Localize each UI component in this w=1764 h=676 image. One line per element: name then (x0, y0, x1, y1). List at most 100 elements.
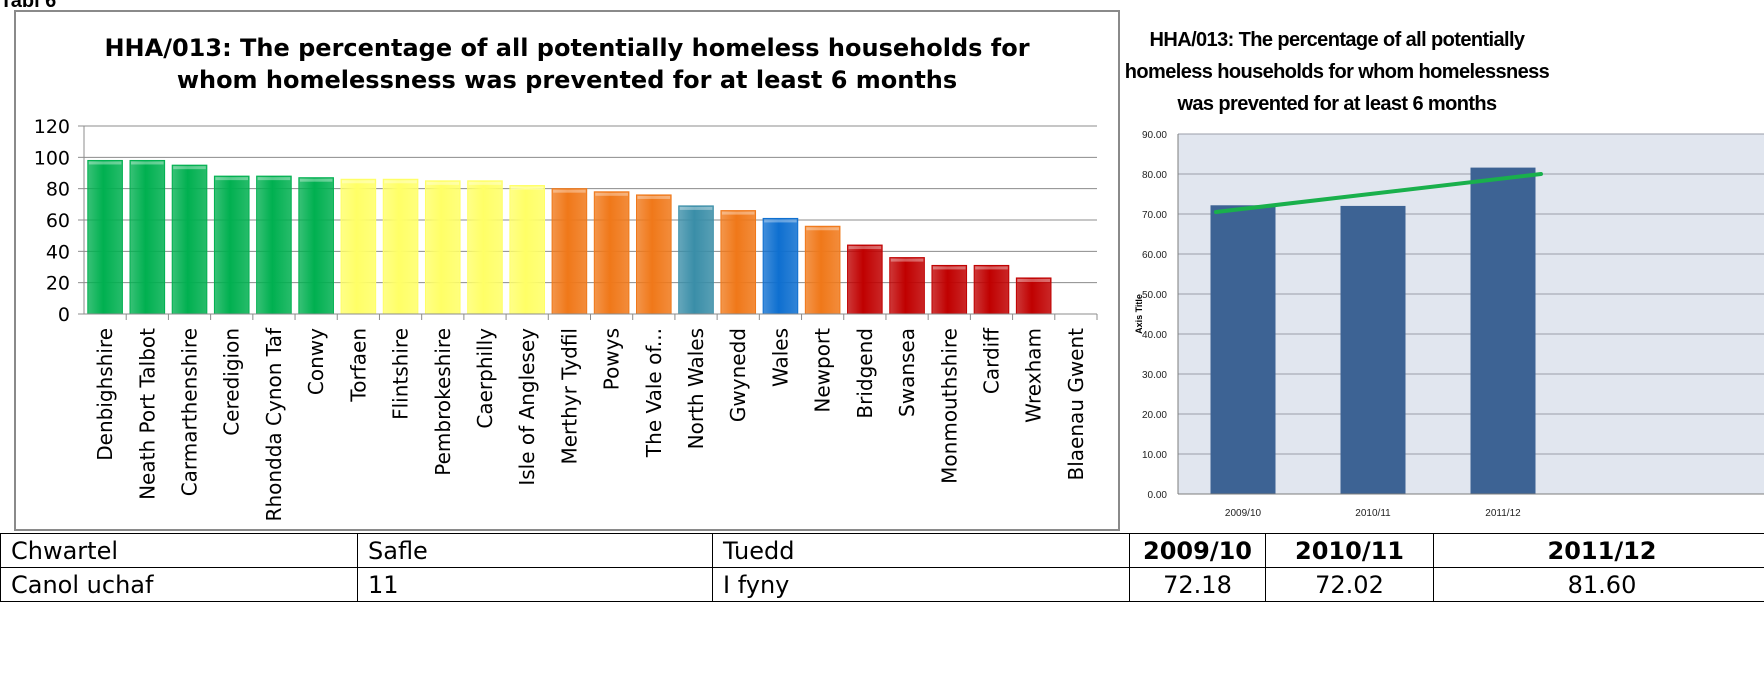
category-label: North Wales (684, 328, 708, 449)
bar-neath-port-talbot (129, 159, 166, 315)
bar-powys (593, 191, 630, 315)
cell-2011-12: 81.60 (1433, 567, 1764, 602)
bar-2011-12 (1470, 167, 1536, 494)
bar-cardiff (973, 264, 1010, 315)
y-tick-label: 0 (58, 304, 70, 326)
cell-trend: I fyny (712, 567, 1130, 602)
y-tick-label: 70.00 (1142, 210, 1167, 221)
x-category-label: 2010/11 (1355, 508, 1391, 519)
bar-highlight (468, 181, 502, 185)
y-tick-label: 100 (34, 147, 70, 169)
bar-swansea (889, 257, 925, 315)
bar-highlight (764, 219, 797, 223)
category-label: Wrexham (1022, 328, 1046, 423)
cell-rank: 11 (357, 567, 713, 602)
y-tick-label: 40 (46, 241, 70, 263)
summary-data-row: Canol uchaf 11 I fyny 72.18 72.02 81.60 (0, 567, 1764, 602)
category-label: Monmouthshire (937, 328, 961, 484)
authority-comparison-chart: HHA/013: The percentage of all potential… (14, 10, 1120, 531)
bar-carmarthenshire (171, 164, 208, 315)
bar-the-vale-of- (636, 194, 672, 315)
bar-flintshire (382, 178, 419, 315)
category-label: Cardiff (979, 327, 1003, 394)
bar-highlight (384, 180, 417, 184)
y-tick-label: 60 (46, 210, 70, 232)
bar-highlight (88, 161, 122, 165)
bar-highlight (173, 166, 206, 170)
y-tick-label: 80 (46, 179, 70, 201)
category-label: Ceredigion (220, 328, 244, 436)
bar-highlight (342, 180, 375, 184)
bar-2010-11 (1340, 205, 1406, 495)
bar-highlight (932, 266, 966, 270)
y-tick-label: 60.00 (1142, 250, 1167, 261)
trend-line (1214, 172, 1543, 214)
category-label: Carmarthenshire (178, 328, 202, 496)
category-label: Blaenau Gwent (1064, 328, 1088, 481)
bar-highlight (975, 266, 1008, 270)
category-label: Swansea (895, 328, 919, 417)
bar-highlight (215, 177, 249, 181)
bar-isle-of-anglesey (509, 185, 545, 315)
category-label: Torfaen (346, 328, 370, 403)
trend-chart-svg: HHA/013: The percentage of all potential… (1125, 29, 1764, 519)
bar-caerphilly (467, 180, 503, 315)
y-tick-label: 80.00 (1142, 170, 1167, 181)
cell-quartile: Canol uchaf (0, 567, 358, 602)
header-safle: Safle (357, 533, 713, 568)
category-label: Neath Port Talbot (135, 328, 159, 500)
bar-wrexham (1015, 277, 1052, 315)
category-label: Bridgend (853, 328, 877, 419)
category-label: Powys (600, 328, 624, 390)
bar-highlight (890, 258, 924, 262)
category-label: Pembrokeshire (431, 328, 455, 476)
y-axis-title: Axis Title (1134, 294, 1144, 334)
bar-north-wales (678, 205, 714, 315)
bar-merthyr-tydfil (551, 188, 588, 315)
y-tick-label: 90.00 (1142, 130, 1167, 141)
y-tick-label: 120 (34, 116, 70, 138)
chart-title-line-3: was prevented for at least 6 months (1176, 93, 1497, 115)
chart-title-line-2: whom homelessness was prevented for at l… (177, 66, 957, 94)
bar-ceredigion (213, 175, 250, 315)
bar-2009-10 (1210, 205, 1276, 494)
bar-highlight (299, 178, 333, 182)
authority-comparison-svg: HHA/013: The percentage of all potential… (34, 34, 1098, 521)
category-label: Newport (811, 328, 835, 413)
x-category-label: 2011/12 (1485, 508, 1521, 519)
y-tick-label: 50.00 (1142, 290, 1167, 301)
y-tick-label: 10.00 (1142, 450, 1167, 461)
category-label: Wales (768, 328, 792, 387)
category-label: Denbighshire (93, 328, 117, 461)
bar-wales (762, 217, 799, 315)
y-tick-label: 20 (46, 273, 70, 295)
chart-title-line-1: HHA/013: The percentage of all potential… (104, 34, 1029, 62)
bar-bridgend (847, 244, 883, 315)
category-label: Conwy (304, 328, 328, 395)
chart-title-line-1: HHA/013: The percentage of all potential… (1150, 29, 1526, 51)
cell-2010-11: 72.02 (1265, 567, 1434, 602)
bar-monmouthshire (931, 264, 968, 315)
y-tick-label: 40.00 (1142, 330, 1167, 341)
chart-title-line-2: homeless households for whom homelessnes… (1125, 61, 1550, 83)
bar-highlight (679, 206, 713, 210)
header-2009-10: 2009/10 (1129, 533, 1266, 568)
y-tick-label: 30.00 (1142, 370, 1167, 381)
category-label: Flintshire (389, 328, 413, 420)
cell-2009-10: 72.18 (1129, 567, 1266, 602)
bar-conwy (298, 177, 334, 315)
trend-chart: HHA/013: The percentage of all potential… (1120, 10, 1764, 531)
category-label: Caerphilly (473, 328, 497, 429)
clipped-table-heading: Tabl 6 (0, 0, 57, 12)
bar-pembrokeshire (424, 180, 461, 315)
header-2011-12: 2011/12 (1433, 533, 1764, 568)
bar-highlight (637, 195, 671, 199)
bar-denbighshire (87, 159, 123, 315)
summary-table: Chwartel Safle Tuedd 2009/10 2010/11 201… (0, 533, 1764, 602)
x-category-label: 2009/10 (1225, 508, 1262, 519)
category-label: Isle of Anglesey (515, 328, 539, 486)
bar-newport (804, 225, 841, 315)
bar-highlight (257, 177, 291, 181)
bar-highlight (426, 181, 460, 185)
y-tick-label: 20.00 (1142, 410, 1167, 421)
